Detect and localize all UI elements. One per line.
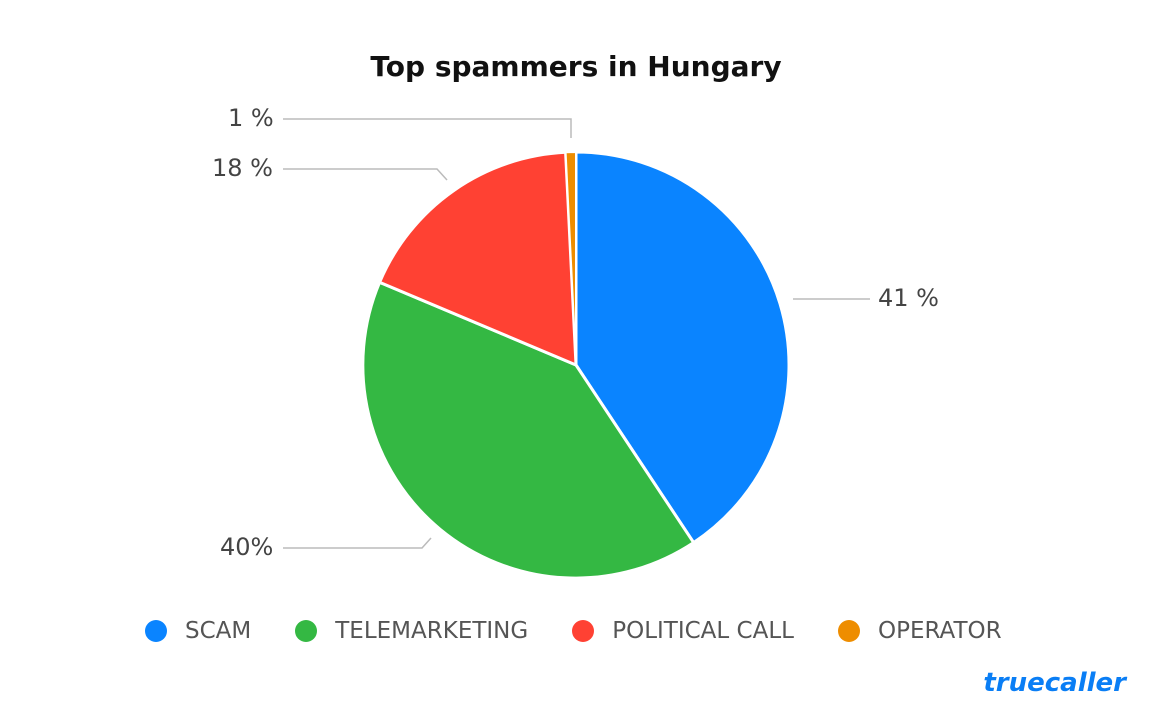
label-telemarketing: 40% — [220, 533, 274, 561]
slice-political-call[interactable] — [377, 150, 578, 368]
legend-dot-icon — [837, 620, 860, 642]
label-operator: 1 % — [228, 104, 274, 132]
legend: SCAM TELEMARKETING POLITICAL CALL OPERAT… — [145, 618, 1046, 644]
legend-item-telemarketing[interactable]: TELEMARKETING — [295, 618, 528, 644]
leader-operator — [283, 118, 572, 138]
legend-dot-icon — [145, 620, 167, 642]
chart-title: Top spammers in Hungary — [370, 50, 782, 83]
legend-item-operator[interactable]: OPERATOR — [837, 618, 1002, 644]
leader-political — [283, 168, 448, 181]
leader-telemarketing — [283, 537, 432, 549]
legend-dot-icon — [572, 620, 595, 642]
truecaller-logo: truecaller — [983, 668, 1126, 698]
legend-item-political-call[interactable]: POLITICAL CALL — [572, 618, 794, 644]
label-political-call: 18 % — [212, 154, 273, 182]
legend-dot-icon — [295, 620, 318, 642]
legend-item-scam[interactable]: SCAM — [145, 618, 251, 644]
slice-telemarketing[interactable] — [361, 280, 696, 580]
label-scam: 41 % — [878, 284, 939, 312]
slice-operator[interactable] — [564, 150, 577, 366]
